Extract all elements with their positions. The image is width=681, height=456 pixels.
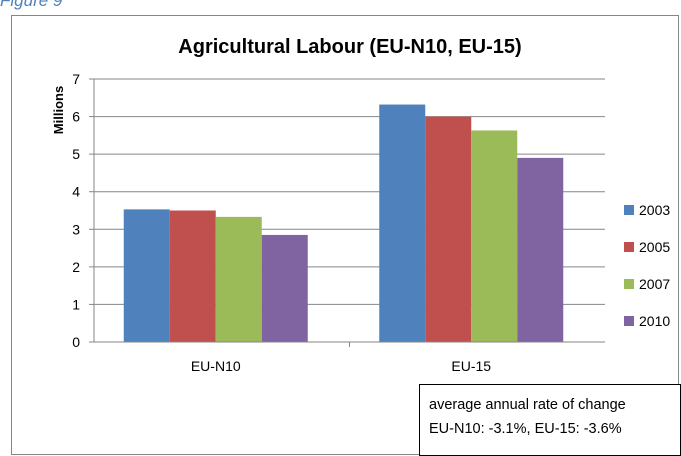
bar-2007-EU-N10 xyxy=(215,216,262,342)
bar-2005-EU-N10 xyxy=(169,210,216,342)
y-axis-label: Millions xyxy=(51,86,66,134)
y-tick-label: 0 xyxy=(72,334,80,350)
annotation-line-1: average annual rate of change xyxy=(429,397,626,413)
y-tick-label: 1 xyxy=(72,296,80,312)
chart-title: Agricultural Labour (EU-N10, EU-15) xyxy=(178,36,521,58)
legend: 2003 2005 2007 2010 xyxy=(624,202,670,329)
legend-label-2007: 2007 xyxy=(639,276,670,292)
legend-swatch-2005 xyxy=(624,242,634,252)
x-tick-label: EU-N10 xyxy=(191,358,241,374)
y-tick-label: 6 xyxy=(72,109,80,125)
bar-2003-EU-15 xyxy=(379,104,426,342)
figure-caption: Figure 9 xyxy=(0,0,63,10)
y-tick-label: 2 xyxy=(72,259,80,275)
bar-2007-EU-15 xyxy=(471,130,518,342)
axes: 0 1 2 3 4 5 6 7 EU-N10 EU-15 xyxy=(72,71,605,374)
y-tick-label: 7 xyxy=(72,71,80,87)
y-tick-label: 4 xyxy=(72,184,80,200)
legend-swatch-2007 xyxy=(624,279,634,289)
annotation-box: average annual rate of change EU-N10: -3… xyxy=(419,384,681,456)
y-tick-label: 3 xyxy=(72,221,80,237)
bar-2010-EU-N10 xyxy=(261,234,308,342)
bars xyxy=(123,104,564,342)
y-tick-label: 5 xyxy=(72,146,80,162)
legend-label-2010: 2010 xyxy=(639,313,670,329)
annotation-line-2: EU-N10: -3.1%, EU-15: -3.6% xyxy=(429,421,622,437)
x-tick-label: EU-15 xyxy=(451,358,491,374)
legend-label-2005: 2005 xyxy=(639,239,670,255)
legend-swatch-2010 xyxy=(624,316,634,326)
bar-2003-EU-N10 xyxy=(123,209,170,342)
bar-2005-EU-15 xyxy=(425,116,472,342)
chart-frame xyxy=(11,15,679,455)
bar-2010-EU-15 xyxy=(517,157,564,342)
legend-swatch-2003 xyxy=(624,205,634,215)
legend-label-2003: 2003 xyxy=(639,202,670,218)
